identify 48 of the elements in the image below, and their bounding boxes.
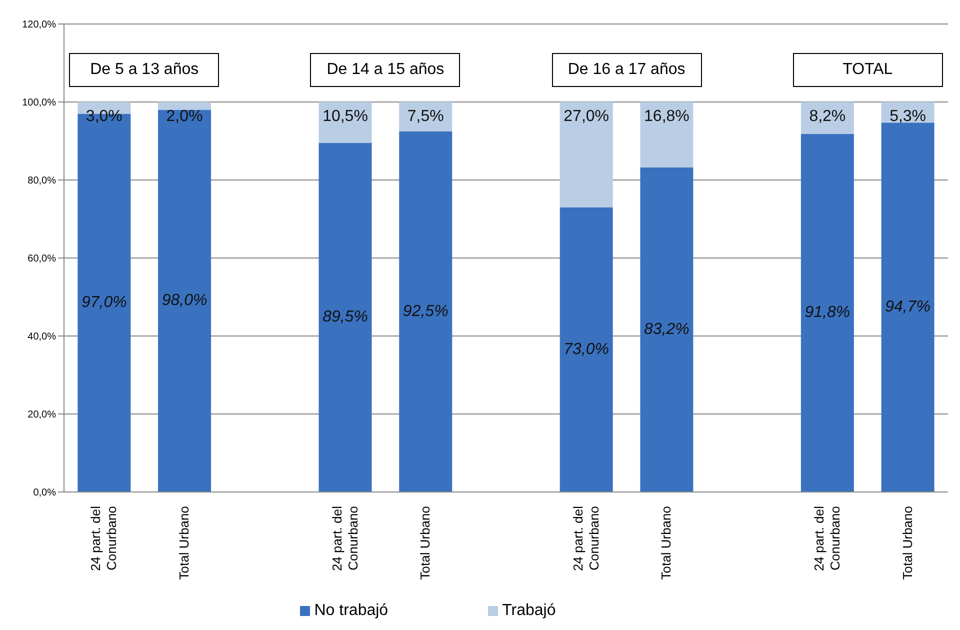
- data-label: 7,5%: [407, 108, 444, 126]
- data-label: 2,0%: [166, 108, 203, 126]
- bar: [318, 142, 372, 492]
- bar: [158, 110, 212, 492]
- x-tick-label: 24 part. del Conurbano: [811, 506, 842, 572]
- heading-box: TOTAL: [792, 52, 943, 86]
- x-tick-label: 24 part. del Conurbano: [88, 506, 120, 572]
- bar: [640, 168, 694, 492]
- y-tick-label: 60,0%: [28, 254, 56, 265]
- heading-box: De 16 a 17 años: [552, 52, 702, 86]
- bar: [640, 102, 694, 168]
- y-tick-label: 20,0%: [28, 410, 56, 421]
- x-tick-label: Total Urbano: [900, 506, 915, 580]
- data-label: 89,5%: [322, 308, 368, 326]
- data-label: 5,3%: [890, 108, 926, 126]
- data-label: 92,5%: [402, 302, 448, 320]
- x-tick-label: 24 part. del Conurbano: [329, 506, 360, 572]
- legend-label: No trabajó: [314, 602, 388, 619]
- bar: [560, 207, 613, 492]
- data-label: 98,0%: [162, 292, 208, 310]
- data-label: 83,2%: [644, 320, 690, 338]
- bar: [399, 131, 452, 492]
- bar: [158, 102, 212, 110]
- bar: [800, 134, 854, 492]
- y-tick-label: 80,0%: [28, 176, 56, 187]
- x-tick-label: Total Urbano: [176, 506, 192, 580]
- x-tick-label: Total Urbano: [658, 506, 674, 580]
- x-tick-label: 24 part. del Conurbano: [570, 506, 602, 572]
- legend-label: Trabajó: [502, 602, 556, 619]
- x-tick-label: Total Urbano: [418, 506, 433, 580]
- data-label: 27,0%: [564, 108, 610, 126]
- bar: [560, 102, 613, 208]
- y-tick-label: 120,0%: [22, 20, 56, 31]
- y-tick-label: 100,0%: [22, 98, 56, 109]
- bar: [399, 102, 452, 132]
- data-label: 91,8%: [804, 304, 850, 322]
- heading-box: De 5 a 13 años: [69, 52, 220, 86]
- bar: [318, 102, 372, 143]
- y-tick-label: 0,0%: [33, 488, 56, 499]
- heading-box: De 14 a 15 años: [310, 52, 460, 86]
- data-label: 10,5%: [322, 108, 368, 126]
- data-label: 73,0%: [564, 340, 610, 358]
- bar: [881, 122, 934, 492]
- data-label: 16,8%: [644, 108, 690, 126]
- data-label: 97,0%: [81, 294, 127, 312]
- data-label: 94,7%: [885, 298, 930, 316]
- data-label: 8,2%: [809, 108, 846, 126]
- y-tick-label: 40,0%: [28, 332, 56, 343]
